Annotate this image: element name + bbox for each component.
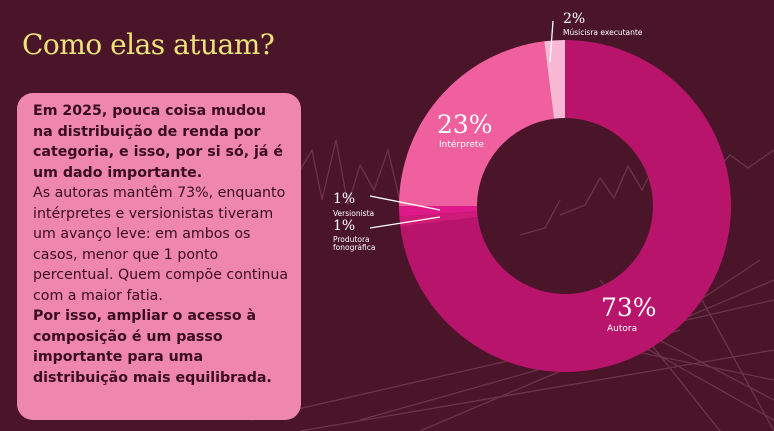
- summary-paragraph-2: As autoras mantêm 73%, enquanto intérpre…: [33, 185, 289, 304]
- summary-paragraph-1: Em 2025, pouca coisa mudou na distribuiç…: [33, 103, 284, 181]
- pct-label-autora: 73%: [601, 293, 657, 322]
- cat-label-interprete: Intérprete: [439, 139, 484, 150]
- donut-slice-m-sicisra-executante: [544, 40, 565, 119]
- pct-label-produtora: 1%: [333, 218, 355, 234]
- cat-label-musicisra: Músicisra executante: [563, 28, 643, 37]
- summary-paragraph-3: Por isso, ampliar o acesso à composição …: [33, 308, 272, 386]
- cat-label-produtora-l2: fonográfica: [333, 243, 375, 252]
- cat-label-produtora-l1: Produtora: [333, 235, 370, 244]
- cat-label-versionista: Versionista: [333, 209, 374, 218]
- pct-label-versionista: 1%: [333, 191, 355, 207]
- donut-slice-autora: [400, 40, 731, 372]
- page-title: Como elas atuam?: [22, 28, 275, 61]
- pct-label-interprete: 23%: [437, 110, 493, 139]
- leader-line-produtora: [369, 216, 441, 229]
- donut-slice-int-rprete: [399, 41, 554, 206]
- summary-textbox: Em 2025, pouca coisa mudou na distribuiç…: [17, 93, 301, 420]
- donut-slice-versionista: [399, 206, 478, 217]
- leader-line-musicisra: [549, 20, 554, 63]
- donut-slice-produtora-fonogr-fica: [399, 211, 478, 227]
- leader-line-versionista: [369, 195, 441, 211]
- cat-label-autora: Autora: [607, 324, 637, 334]
- pct-label-musicisra: 2%: [563, 11, 585, 27]
